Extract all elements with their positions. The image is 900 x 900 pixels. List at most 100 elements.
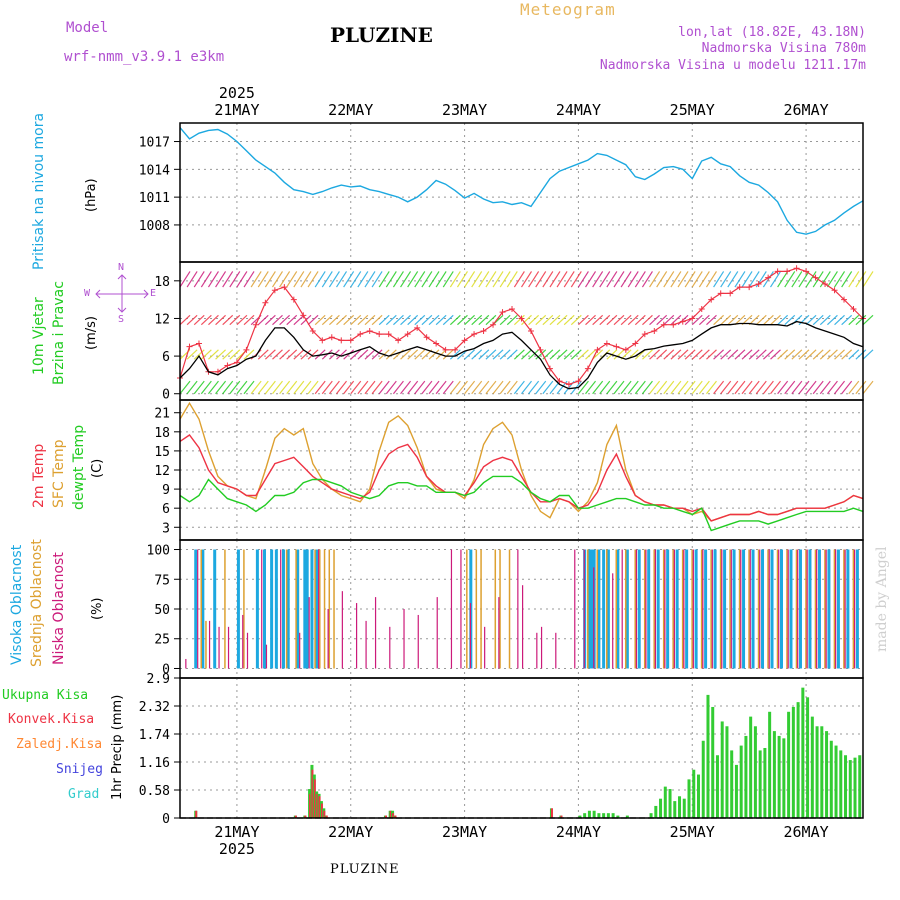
wind-barb xyxy=(684,349,696,360)
cloud-mid-bar xyxy=(295,549,297,669)
wind-barb xyxy=(556,271,568,288)
wind-barb xyxy=(321,380,333,395)
wind-gust-marker xyxy=(186,343,193,350)
wind-barb xyxy=(556,314,568,326)
clouds-tick-label: 75 xyxy=(154,573,170,588)
wind-barb xyxy=(215,314,226,326)
wind-barb xyxy=(770,380,781,395)
wind-barb xyxy=(392,271,404,288)
wind-speed-line xyxy=(179,320,864,390)
cloud-low-bar xyxy=(825,549,827,669)
wind-barb xyxy=(336,380,347,395)
wind-barb xyxy=(485,349,497,360)
wind-barb xyxy=(819,349,831,360)
wind-barb xyxy=(400,314,411,326)
wind-gust-marker xyxy=(736,284,743,291)
wind-barb xyxy=(485,314,497,326)
cloud-mid-bar xyxy=(466,549,468,669)
wind-barb xyxy=(286,349,298,360)
wind-barb xyxy=(193,271,205,288)
precip-total-bar xyxy=(687,779,691,818)
wind-barb xyxy=(606,271,618,288)
wind-barb xyxy=(670,349,682,360)
wind-barb xyxy=(535,349,547,360)
cloud-low-bar xyxy=(355,603,358,669)
precip-total-bar xyxy=(758,750,762,818)
precip-total-bar xyxy=(682,798,686,818)
wind-barb xyxy=(762,349,774,360)
cloud-low-bar xyxy=(583,549,585,669)
wind-barb xyxy=(521,380,532,395)
cloud-high-bar xyxy=(281,549,285,669)
cloud-low-bar xyxy=(522,585,524,669)
cloud-high-bar xyxy=(310,549,314,669)
wind-barb xyxy=(321,349,333,360)
wind-gust-marker xyxy=(404,331,411,338)
wind-barb xyxy=(684,380,696,395)
wind-barb xyxy=(784,349,796,360)
x-day-label-bottom: 25MAY xyxy=(670,823,715,841)
cloud-mid-bar xyxy=(494,549,497,669)
footer-station: PLUZINE xyxy=(330,862,400,877)
x-day-label-top: 25MAY xyxy=(670,101,715,119)
precip-total-bar xyxy=(692,769,696,818)
wind-barb xyxy=(378,271,390,288)
cloud-mid-bar xyxy=(710,549,712,669)
wind-gust-marker xyxy=(338,337,345,344)
wind-barb xyxy=(834,380,846,395)
wind-barb xyxy=(570,271,582,288)
clouds-tick-label: 100 xyxy=(147,544,170,559)
precip-total-bar xyxy=(820,726,824,818)
cloud-low-bar xyxy=(318,549,320,669)
precip-conv-bar xyxy=(311,769,314,818)
wind-barb xyxy=(528,271,540,288)
wind-barb xyxy=(364,380,376,395)
cloud-mid-bar xyxy=(475,549,478,669)
wind-barb xyxy=(229,380,241,395)
wind-barb xyxy=(378,380,390,395)
wind-gust-marker xyxy=(793,265,800,272)
cloud-high-bar xyxy=(616,549,620,669)
precip-total-bar xyxy=(583,813,587,818)
temp-2m-line xyxy=(179,434,864,522)
wind-barb xyxy=(606,380,618,395)
precip-total-bar xyxy=(796,702,800,818)
precip-conv-bar xyxy=(294,815,297,818)
wind-tick-label: 6 xyxy=(162,350,170,365)
cloud-mid-bar xyxy=(681,549,684,669)
cloud-low-bar xyxy=(185,658,187,669)
cloud-high-bar xyxy=(587,549,591,669)
cloud-low-bar xyxy=(816,549,818,669)
precip-conv-bar xyxy=(316,793,319,818)
wind-gust-marker xyxy=(841,296,848,303)
wind-barb xyxy=(627,271,639,288)
precip-total-bar xyxy=(649,813,653,818)
temp-tick-label: 15 xyxy=(154,445,170,460)
cloud-high-bar xyxy=(255,549,259,669)
cloud-low-bar xyxy=(280,549,282,669)
wind-barb xyxy=(848,271,860,288)
temp-tick-label: 18 xyxy=(154,426,170,441)
wind-barb xyxy=(272,349,283,360)
wind-barb xyxy=(506,271,518,288)
precip-conv-bar xyxy=(550,808,553,818)
wind-barb xyxy=(556,349,568,360)
wind-barb xyxy=(186,380,198,395)
wind-gust-marker xyxy=(765,274,772,281)
wind-barb xyxy=(698,380,710,395)
model-altitude-label: Nadmorska Visina u modelu 1211.17m xyxy=(599,58,866,73)
wind-barb xyxy=(464,380,476,395)
wind-barb xyxy=(542,271,554,288)
precip-total-bar xyxy=(772,731,776,818)
wind-barb xyxy=(841,380,853,395)
wind-gust-marker xyxy=(347,337,354,344)
precip-total-bar xyxy=(801,687,805,818)
wind-barb xyxy=(264,380,276,395)
wind-barb xyxy=(264,314,276,326)
precip-tick-label: 1.16 xyxy=(139,756,170,771)
wind-gust-marker xyxy=(575,378,582,385)
wind-barb xyxy=(798,271,810,288)
cloud-low-bar xyxy=(654,549,657,669)
precip-tick-label: 2.9 xyxy=(147,672,170,687)
wind-gust-marker xyxy=(584,365,591,372)
